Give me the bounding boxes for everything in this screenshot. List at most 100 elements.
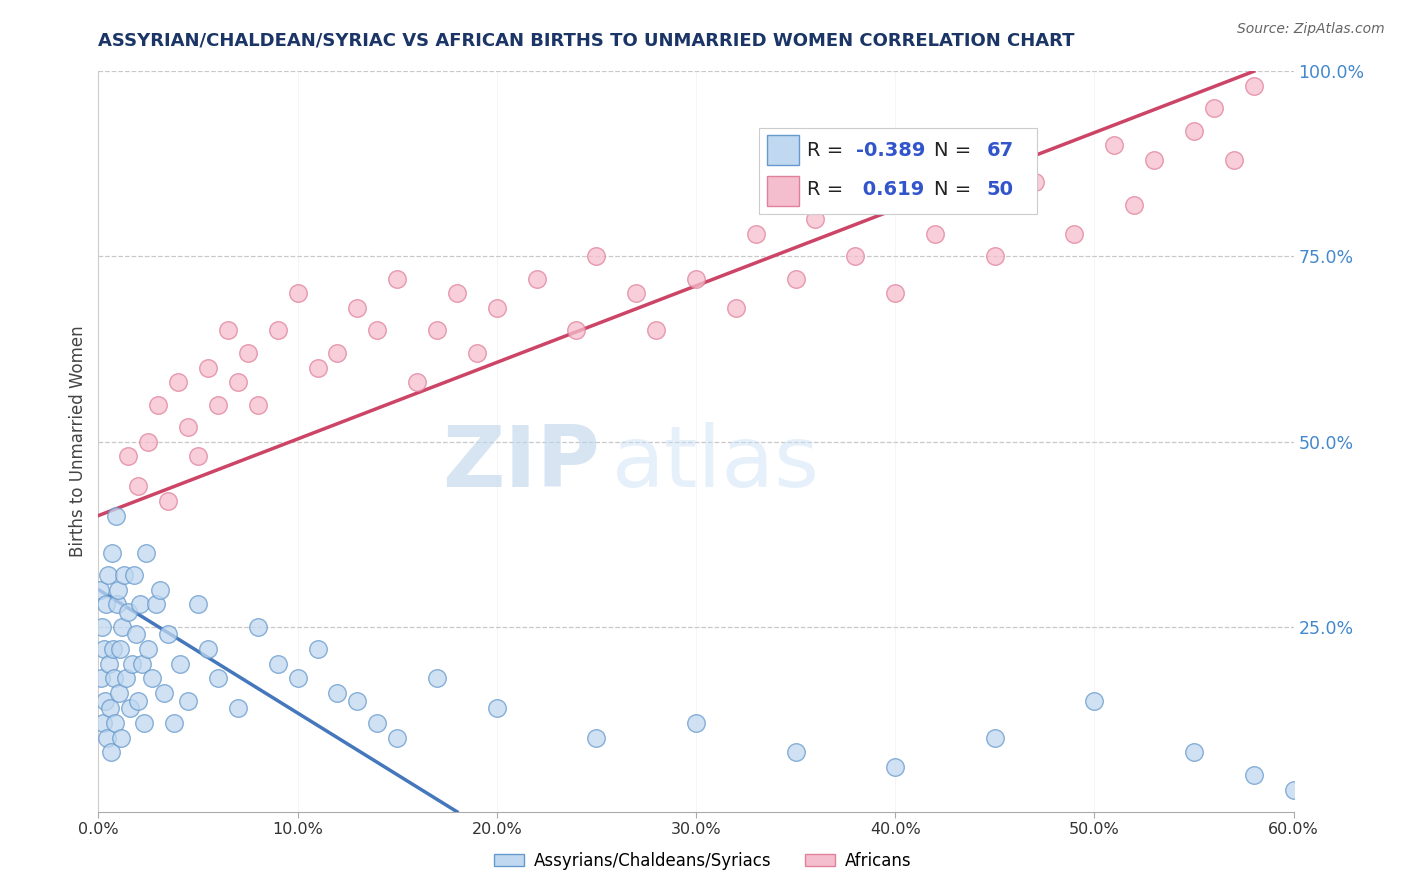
- Text: 67: 67: [987, 141, 1014, 160]
- Point: [406, 376, 429, 390]
- Point: [104, 715, 127, 730]
- Point: [110, 641, 132, 656]
- Point: [485, 701, 508, 715]
- Text: ASSYRIAN/CHALDEAN/SYRIAC VS AFRICAN BIRTHS TO UNMARRIED WOMEN CORRELATION CHART: ASSYRIAN/CHALDEAN/SYRIAC VS AFRICAN BIRT…: [98, 31, 1076, 49]
- Point: [112, 567, 135, 582]
- Point: [585, 731, 607, 745]
- Point: [267, 324, 290, 338]
- Point: [685, 271, 707, 285]
- Point: [110, 731, 132, 745]
- Point: [1143, 153, 1166, 168]
- Point: [984, 731, 1007, 745]
- Text: Source: ZipAtlas.com: Source: ZipAtlas.com: [1237, 22, 1385, 37]
- Point: [177, 694, 200, 708]
- Point: [287, 672, 309, 686]
- Point: [226, 376, 249, 390]
- Text: R =: R =: [807, 141, 844, 160]
- Point: [1104, 138, 1126, 153]
- Point: [98, 657, 121, 671]
- Point: [307, 360, 329, 375]
- Point: [1083, 694, 1105, 708]
- Point: [465, 345, 488, 359]
- Point: [346, 301, 368, 316]
- Point: [1123, 197, 1146, 211]
- Point: [120, 701, 142, 715]
- Point: [526, 271, 548, 285]
- Point: [1223, 153, 1246, 168]
- Point: [197, 641, 219, 656]
- Point: [585, 250, 607, 264]
- Point: [187, 450, 209, 464]
- Point: [1182, 123, 1205, 137]
- Point: [287, 286, 309, 301]
- FancyBboxPatch shape: [768, 136, 799, 165]
- Point: [121, 657, 143, 671]
- Point: [385, 271, 409, 285]
- Point: [103, 672, 125, 686]
- Point: [207, 398, 229, 412]
- Point: [117, 450, 139, 464]
- Point: [134, 715, 156, 730]
- Text: N =: N =: [934, 180, 972, 200]
- Point: [169, 657, 191, 671]
- Point: [163, 715, 186, 730]
- Point: [105, 598, 128, 612]
- Point: [366, 324, 388, 338]
- Point: [984, 250, 1007, 264]
- Point: [98, 701, 122, 715]
- Point: [101, 546, 124, 560]
- Point: [94, 694, 117, 708]
- Point: [125, 627, 148, 641]
- Point: [207, 672, 229, 686]
- Point: [141, 672, 163, 686]
- Point: [100, 746, 122, 760]
- FancyBboxPatch shape: [768, 176, 799, 206]
- Text: N =: N =: [934, 141, 972, 160]
- Point: [187, 598, 209, 612]
- Point: [246, 398, 269, 412]
- Point: [197, 360, 219, 375]
- Point: [844, 250, 866, 264]
- Point: [924, 227, 946, 242]
- Point: [135, 546, 157, 560]
- Point: [127, 479, 149, 493]
- Point: [326, 686, 349, 700]
- Point: [307, 641, 329, 656]
- Point: [426, 672, 449, 686]
- Point: [124, 567, 146, 582]
- Point: [115, 672, 138, 686]
- Point: [1063, 227, 1085, 242]
- Y-axis label: Births to Unmarried Women: Births to Unmarried Women: [69, 326, 87, 558]
- Point: [326, 345, 349, 359]
- Point: [93, 715, 115, 730]
- Point: [111, 619, 134, 633]
- Text: 50: 50: [987, 180, 1014, 200]
- Point: [136, 434, 159, 449]
- Point: [1202, 102, 1225, 116]
- Point: [785, 271, 807, 285]
- Point: [884, 286, 907, 301]
- Point: [745, 227, 768, 242]
- Point: [217, 324, 239, 338]
- Point: [724, 301, 747, 316]
- Point: [1282, 782, 1305, 797]
- Point: [96, 731, 118, 745]
- Point: [91, 619, 114, 633]
- Point: [127, 694, 149, 708]
- Point: [1243, 79, 1265, 94]
- Point: [177, 419, 200, 434]
- Point: [167, 376, 190, 390]
- Point: [117, 605, 139, 619]
- Point: [93, 641, 115, 656]
- Point: [136, 641, 159, 656]
- Text: R =: R =: [807, 180, 844, 200]
- Text: atlas: atlas: [613, 422, 820, 505]
- Point: [153, 686, 176, 700]
- Point: [96, 598, 118, 612]
- Point: [267, 657, 290, 671]
- Point: [103, 641, 125, 656]
- Point: [108, 686, 131, 700]
- Point: [157, 493, 180, 508]
- Point: [565, 324, 588, 338]
- Point: [626, 286, 648, 301]
